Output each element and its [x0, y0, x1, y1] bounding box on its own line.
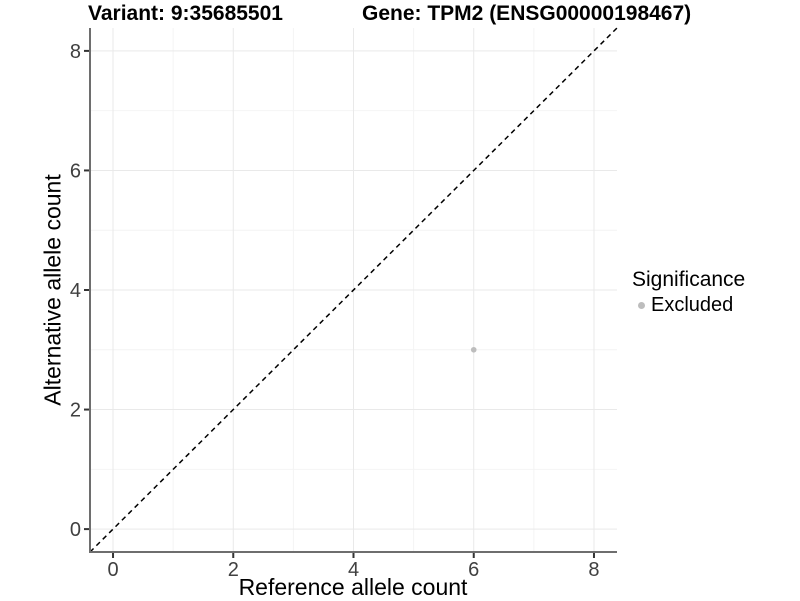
- x-tick-label: 0: [107, 559, 118, 581]
- legend-title: Significance: [632, 268, 746, 291]
- legend-item: Excluded: [632, 294, 745, 317]
- legend-items: Excluded: [632, 294, 745, 317]
- y-tick-label: 8: [70, 41, 81, 63]
- legend-key-dot-icon: [638, 302, 645, 309]
- x-tick-label: 2: [228, 559, 239, 581]
- y-tick-label: 4: [70, 280, 81, 302]
- plot-title-gene: Gene: TPM2 (ENSG00000198467): [362, 2, 692, 25]
- plot-title-variant: Variant: 9:35685501: [88, 2, 283, 25]
- identity-line: [89, 27, 618, 553]
- y-tick-label: 0: [70, 519, 81, 541]
- legend: Significance Excluded: [632, 268, 745, 317]
- y-tick-label: 2: [70, 400, 81, 422]
- legend-item-label: Excluded: [651, 294, 734, 316]
- x-tick-label: 8: [588, 559, 599, 581]
- y-tick-label: 6: [70, 160, 81, 182]
- x-tick-label: 6: [468, 559, 479, 581]
- data-point: [470, 346, 477, 353]
- x-tick-label: 4: [348, 559, 359, 581]
- y-axis-title: Alternative allele count: [39, 174, 66, 406]
- x-axis-title: Reference allele count: [238, 574, 468, 600]
